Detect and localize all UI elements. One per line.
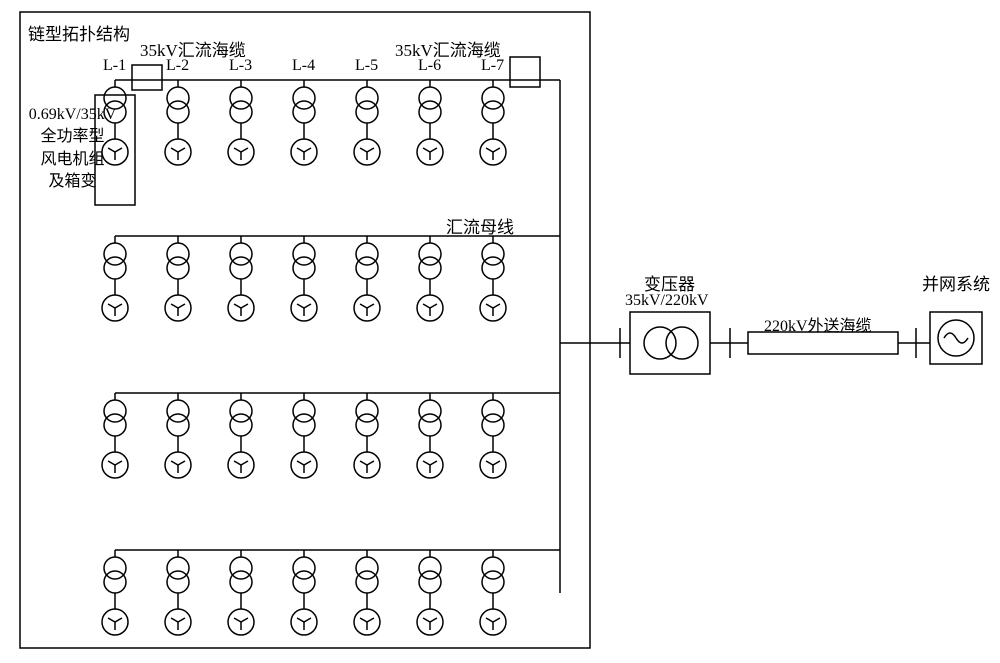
- col-label-5: L-5: [355, 57, 378, 75]
- busbar-label: 汇流母线: [446, 213, 514, 238]
- col-label-7: L-7: [481, 57, 504, 75]
- grid-system-label: 并网系统: [922, 270, 990, 295]
- col-label-2: L-2: [166, 57, 189, 75]
- col-label-1: L-1: [103, 57, 126, 75]
- col-label-6: L-6: [418, 57, 441, 75]
- export-cable-label: 220kV外送海缆: [764, 312, 872, 336]
- title: 链型拓扑结构: [28, 20, 130, 45]
- turbine-annotation: 0.69kV/35kV 全功率型 风电机组 及箱变: [25, 104, 120, 194]
- transformer-rating: 35kV/220kV: [625, 292, 709, 310]
- col-label-4: L-4: [292, 57, 315, 75]
- col-label-3: L-3: [229, 57, 252, 75]
